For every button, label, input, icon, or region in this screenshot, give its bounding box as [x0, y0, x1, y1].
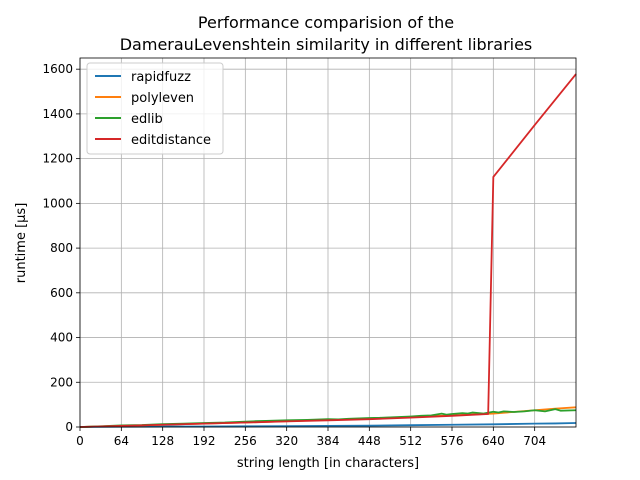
y-tick-label: 1000 — [42, 196, 73, 210]
y-tick-label: 200 — [50, 375, 73, 389]
y-tick-label: 800 — [50, 241, 73, 255]
chart-title-line-1: Performance comparision of the — [198, 13, 454, 32]
x-tick-label: 128 — [151, 434, 174, 448]
x-tick-label: 384 — [317, 434, 340, 448]
y-axis-label: runtime [µs] — [14, 203, 29, 284]
y-tick-label: 400 — [50, 331, 73, 345]
y-tick-label: 1200 — [42, 152, 73, 166]
legend-label-editdistance: editdistance — [131, 133, 211, 148]
y-tick-label: 600 — [50, 286, 73, 300]
legend-label-rapidfuzz: rapidfuzz — [131, 70, 191, 85]
y-tick-label: 1600 — [42, 62, 73, 76]
x-tick-label: 64 — [114, 434, 129, 448]
ticks: 0 64 128 192 256 320 384 448 512 576 640 704 0 200 400… — [42, 62, 546, 448]
legend-box — [86, 62, 224, 155]
legend-label-polyleven: polyleven — [131, 91, 194, 106]
y-tick-label: 0 — [65, 420, 73, 434]
x-tick-label: 640 — [482, 434, 505, 448]
x-tick-label: 0 — [76, 434, 84, 448]
series-group — [79, 73, 577, 428]
series-line-editdistance — [79, 73, 577, 428]
x-tick-label: 512 — [399, 434, 422, 448]
x-tick-label: 448 — [358, 434, 381, 448]
x-tick-label: 576 — [441, 434, 464, 448]
legend-label-edlib: edlib — [131, 112, 163, 127]
x-tick-label: 192 — [193, 434, 216, 448]
legend: rapidfuzz polyleven edlib editdistance — [86, 62, 224, 155]
x-axis-label: string length [in characters] — [237, 456, 419, 471]
x-tick-label: 320 — [275, 434, 298, 448]
series-line-rapidfuzz — [79, 422, 577, 428]
y-tick-label: 1400 — [42, 107, 73, 121]
x-tick-label: 704 — [523, 434, 546, 448]
x-tick-label: 256 — [234, 434, 257, 448]
chart-title-line-2: DamerauLevenshtein similarity in differe… — [120, 35, 533, 54]
